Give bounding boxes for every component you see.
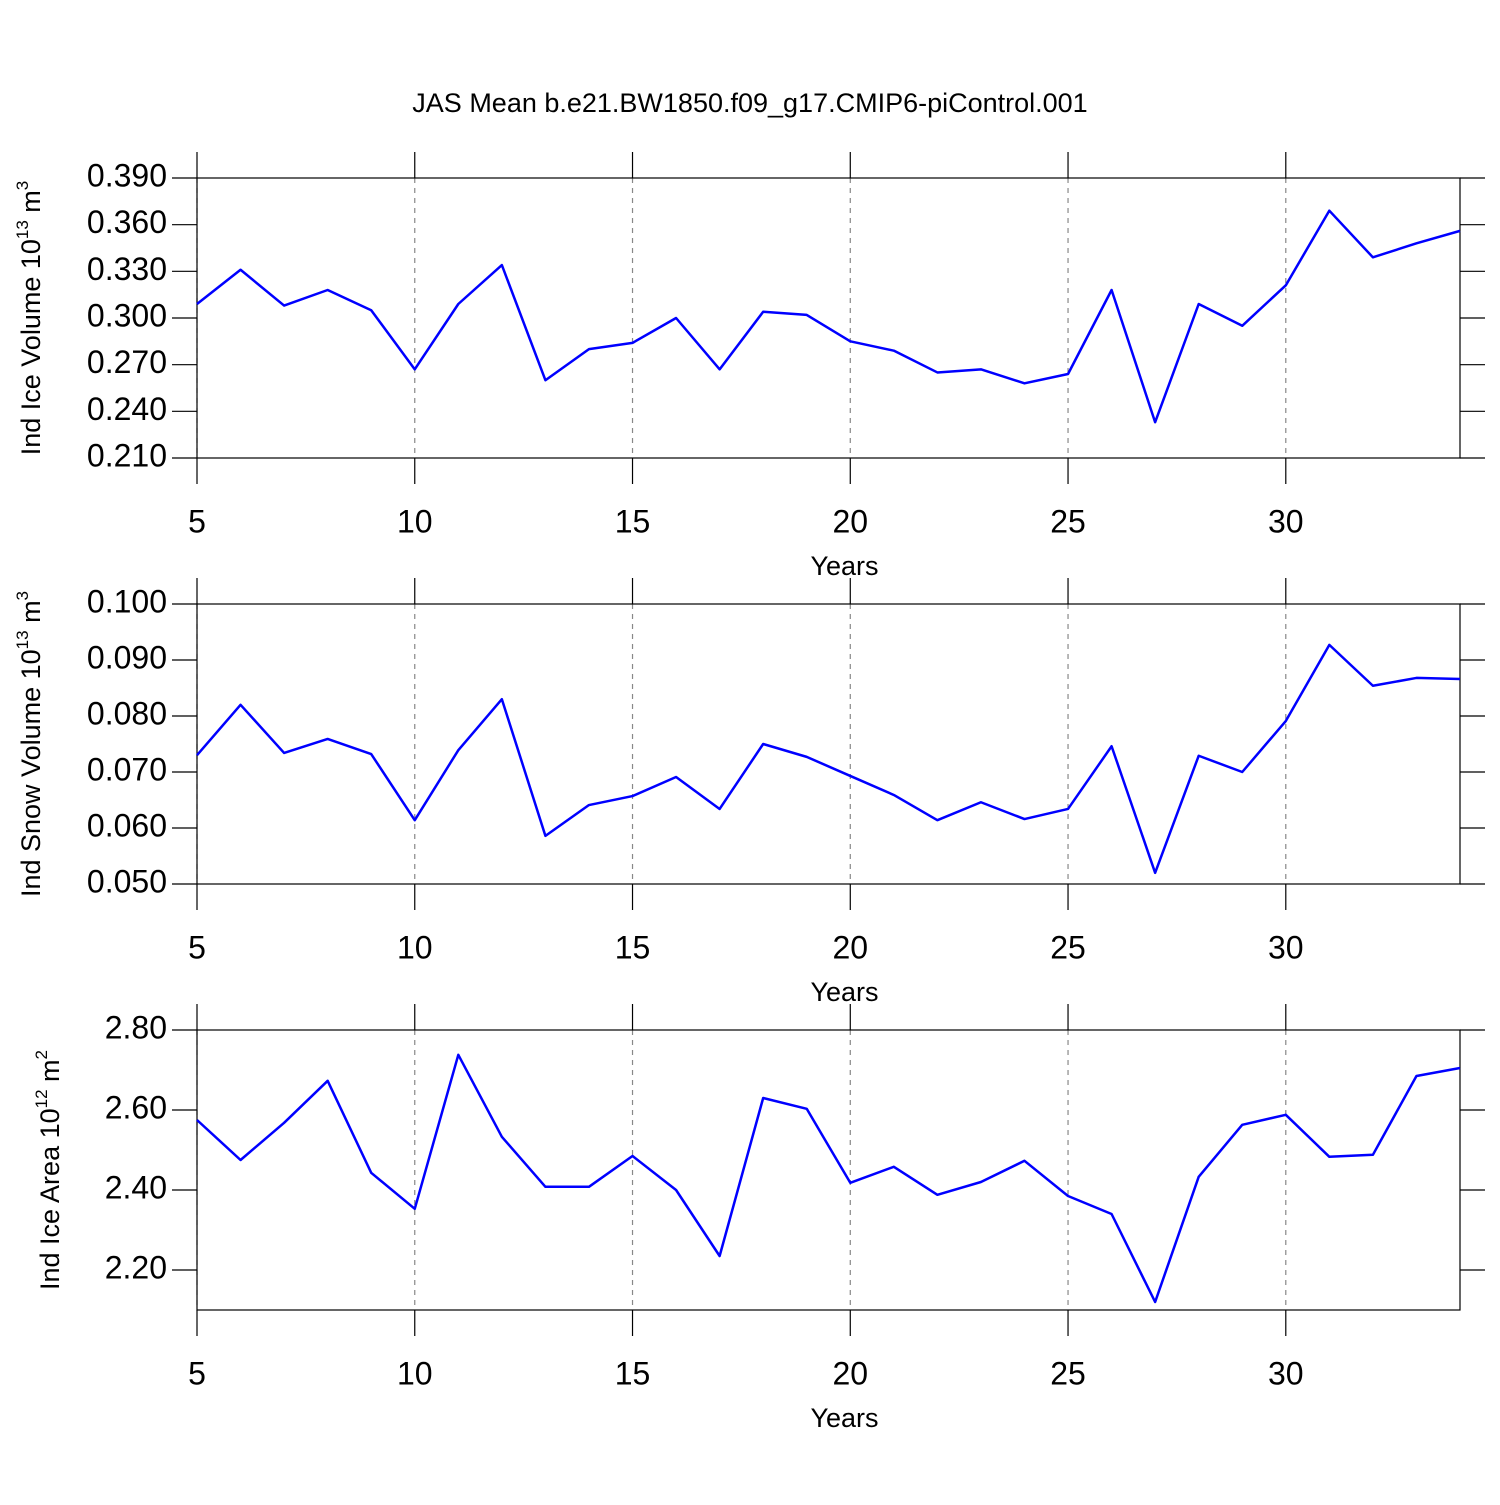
y-tick-label: 0.360	[87, 204, 167, 240]
data-line	[196, 1053, 1461, 1304]
y-tick-label: 2.80	[105, 1009, 167, 1045]
panel: 5 10 15 20 25 30 0.050 0.060 0.070 0.080 0.090 0.10…	[13, 578, 1485, 1007]
y-tick-label: 2.60	[105, 1089, 167, 1125]
y-axis-label-part: m	[35, 1059, 65, 1089]
plot-frame	[196, 177, 1461, 459]
y-axis-label: Ind Snow Volume 1013 m3	[13, 591, 46, 897]
x-tick-label: 25	[1050, 503, 1086, 539]
x-tick-label: 25	[1050, 929, 1086, 965]
y-axis-label-part: 3	[13, 181, 32, 190]
x-tick-label: 30	[1268, 929, 1304, 965]
y-tick-label: 0.390	[87, 157, 167, 193]
x-tick-label: 5	[188, 1355, 206, 1391]
y-axis-label-part: 12	[32, 1089, 51, 1108]
y-tick-label: 0.330	[87, 251, 167, 287]
x-tick-label: 20	[832, 1355, 868, 1391]
x-tick-label: 10	[397, 503, 433, 539]
x-tick-label: 25	[1050, 1355, 1086, 1391]
y-tick-label: 0.240	[87, 391, 167, 427]
x-tick-label: 5	[188, 929, 206, 965]
data-line	[196, 643, 1461, 875]
panel: 5 10 15 20 25 30 0.210 0.240 0.270 0.300 0.330 0.36…	[13, 152, 1485, 581]
x-tick-label: 15	[615, 929, 651, 965]
panel: 5 10 15 20 25 30 2.20 2.40 2.60 2.80 Years Ind Ice …	[32, 1004, 1485, 1433]
y-axis-label-part: 2	[32, 1050, 51, 1059]
chart-title: JAS Mean b.e21.BW1850.f09_g17.CMIP6-piCo…	[412, 88, 1087, 118]
x-tick-label: 10	[397, 929, 433, 965]
x-axis-label: Years	[810, 1403, 878, 1433]
y-axis-label-part: m	[16, 190, 46, 220]
y-axis-label-part: 13	[13, 630, 32, 649]
y-tick-label: 0.070	[87, 751, 167, 787]
y-axis-label: Ind Ice Volume 1013 m3	[13, 181, 46, 456]
y-axis-label: Ind Ice Area 1012 m2	[32, 1050, 65, 1290]
x-tick-label: 20	[832, 929, 868, 965]
x-tick-label: 30	[1268, 503, 1304, 539]
y-tick-label: 2.40	[105, 1169, 167, 1205]
y-axis-label-part: Ind Snow Volume 10	[16, 649, 46, 897]
y-tick-label: 0.080	[87, 695, 167, 731]
x-tick-label: 5	[188, 503, 206, 539]
y-tick-label: 0.050	[87, 863, 167, 899]
y-axis-label-part: 13	[13, 220, 32, 239]
x-tick-label: 15	[615, 503, 651, 539]
y-axis-label-part: Ind Ice Volume 10	[16, 239, 46, 455]
y-tick-label: 0.100	[87, 583, 167, 619]
y-tick-label: 0.060	[87, 807, 167, 843]
y-axis-label-part: m	[16, 600, 46, 630]
y-tick-label: 2.20	[105, 1249, 167, 1285]
y-axis-label-part: 3	[13, 591, 32, 600]
x-axis-label: Years	[810, 977, 878, 1007]
y-tick-label: 0.090	[87, 639, 167, 675]
x-tick-label: 20	[832, 503, 868, 539]
x-tick-label: 15	[615, 1355, 651, 1391]
plot-frame	[196, 1029, 1461, 1311]
y-tick-label: 0.210	[87, 437, 167, 473]
data-line	[196, 209, 1461, 424]
y-tick-label: 0.300	[87, 297, 167, 333]
y-tick-label: 0.270	[87, 344, 167, 380]
x-axis-label: Years	[810, 551, 878, 581]
x-tick-label: 30	[1268, 1355, 1304, 1391]
y-axis-label-part: Ind Ice Area 10	[35, 1108, 65, 1290]
x-tick-label: 10	[397, 1355, 433, 1391]
plot-frame	[196, 603, 1461, 885]
